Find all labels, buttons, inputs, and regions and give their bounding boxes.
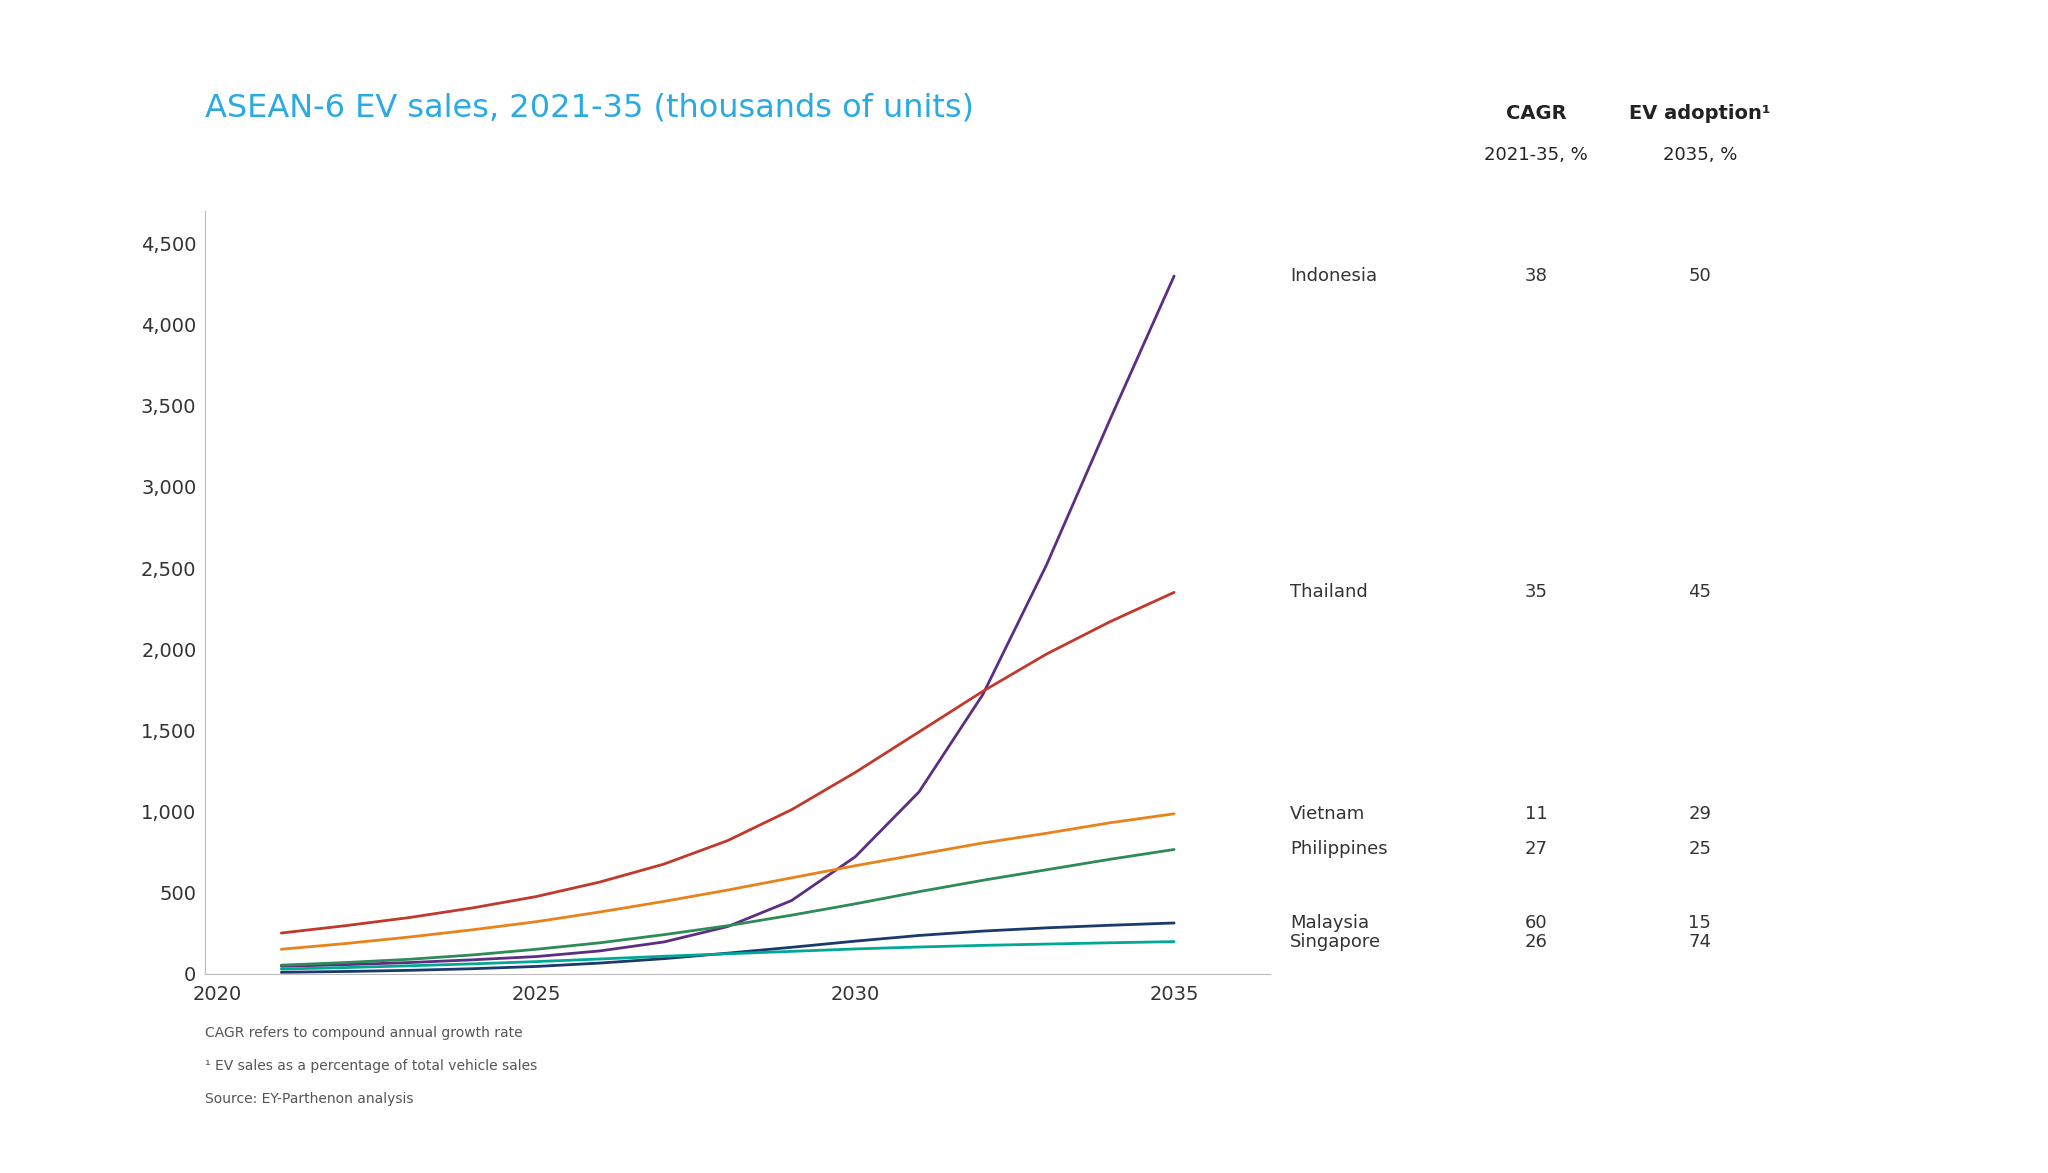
Text: 38: 38 [1524, 267, 1548, 285]
Text: 29: 29 [1688, 805, 1712, 822]
Text: Singapore: Singapore [1290, 933, 1380, 950]
Text: 26: 26 [1524, 933, 1548, 950]
Text: 35: 35 [1524, 583, 1548, 602]
Text: ¹ EV sales as a percentage of total vehicle sales: ¹ EV sales as a percentage of total vehi… [205, 1059, 537, 1073]
Text: 50: 50 [1688, 267, 1712, 285]
Text: 60: 60 [1524, 914, 1548, 933]
Text: 15: 15 [1688, 914, 1712, 933]
Text: Philippines: Philippines [1290, 841, 1389, 859]
Text: 25: 25 [1688, 841, 1712, 859]
Text: 2035, %: 2035, % [1663, 147, 1737, 164]
Text: Thailand: Thailand [1290, 583, 1368, 602]
Text: Malaysia: Malaysia [1290, 914, 1370, 933]
Text: CAGR refers to compound annual growth rate: CAGR refers to compound annual growth ra… [205, 1026, 522, 1040]
Text: Vietnam: Vietnam [1290, 805, 1366, 822]
Text: Source: EY-Parthenon analysis: Source: EY-Parthenon analysis [205, 1092, 414, 1106]
Text: CAGR: CAGR [1505, 104, 1567, 123]
Text: 2021-35, %: 2021-35, % [1485, 147, 1587, 164]
Text: 45: 45 [1688, 583, 1712, 602]
Text: ASEAN-6 EV sales, 2021-35 (thousands of units): ASEAN-6 EV sales, 2021-35 (thousands of … [205, 93, 973, 123]
Text: 74: 74 [1688, 933, 1712, 950]
Text: 27: 27 [1524, 841, 1548, 859]
Text: 11: 11 [1524, 805, 1548, 822]
Text: Indonesia: Indonesia [1290, 267, 1378, 285]
Text: EV adoption¹: EV adoption¹ [1628, 104, 1772, 123]
